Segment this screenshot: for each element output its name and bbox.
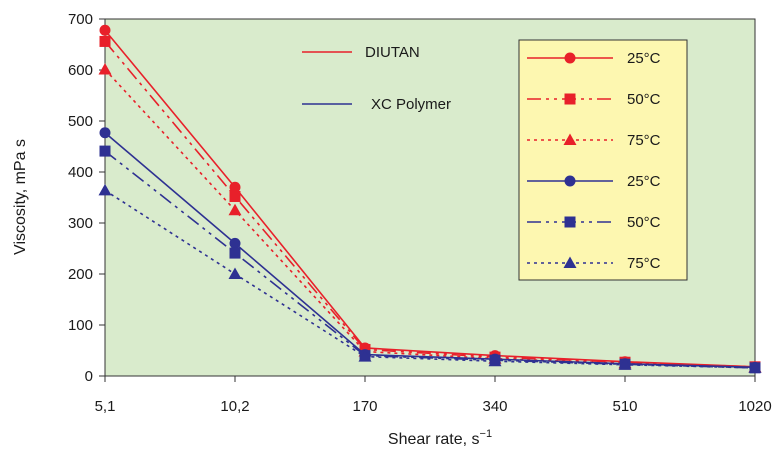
temperature-legend: 25°C 50°C 75°C 25°C 50°C 75°C: [518, 39, 688, 281]
temperature-legend-label: 50°C: [627, 91, 661, 108]
temperature-legend-label: 75°C: [627, 255, 661, 272]
x-tick-label: 510: [612, 398, 637, 415]
temperature-legend-marker: [563, 133, 577, 145]
x-axis-title: Shear rate, s−1: [388, 428, 492, 448]
y-tick-label: 700: [68, 11, 93, 28]
x-axis-title-text: Shear rate, s: [388, 431, 480, 448]
data-point: [358, 350, 372, 362]
fluid-legend-label: XC Polymer: [371, 96, 451, 113]
temperature-legend-marker: [564, 216, 576, 228]
data-point: [748, 361, 762, 373]
data-point: [618, 358, 632, 370]
temperature-legend-label: 75°C: [627, 132, 661, 149]
series-line: [104, 189, 756, 369]
temperature-legend-label: 25°C: [627, 173, 661, 190]
data-point: [99, 145, 111, 157]
fluid-legend-label: DIUTAN: [365, 44, 420, 61]
y-axis: 0 100 200 300 400 500 600 700: [68, 11, 105, 385]
x-tick-label: 170: [352, 398, 377, 415]
y-tick-label: 500: [68, 113, 93, 130]
x-tick-label: 5,1: [95, 398, 116, 415]
y-tick-label: 600: [68, 62, 93, 79]
temperature-legend-label: 50°C: [627, 214, 661, 231]
series-line: [104, 150, 756, 369]
data-point: [229, 237, 241, 249]
temperature-legend-marker: [563, 256, 577, 268]
data-point: [99, 35, 111, 47]
x-tick-label: 10,2: [220, 398, 249, 415]
data-point: [229, 190, 241, 202]
data-point: [99, 127, 111, 139]
data-point: [488, 354, 502, 367]
temperature-legend-marker: [564, 175, 576, 187]
temperature-legend-label: 25°C: [627, 50, 661, 67]
x-tick-label: 1020: [738, 398, 771, 415]
y-axis-title: Viscosity, mPa s: [12, 139, 29, 255]
y-tick-label: 0: [85, 368, 93, 385]
x-tick-label: 340: [482, 398, 507, 415]
series-line: [104, 132, 756, 369]
x-axis-title-exponent: −1: [480, 428, 493, 440]
temperature-legend-marker: [564, 93, 576, 105]
data-point: [229, 181, 241, 193]
series-line: [104, 40, 756, 368]
y-tick-label: 100: [68, 317, 93, 334]
temperature-legend-box: [518, 39, 688, 281]
series-layer: [98, 24, 762, 374]
data-point: [229, 247, 241, 259]
y-tick-label: 400: [68, 164, 93, 181]
y-tick-label: 300: [68, 215, 93, 232]
fluid-legend: DIUTAN XC Polymer: [302, 44, 451, 113]
series-xc-polymer-75c: [98, 183, 762, 373]
data-point: [99, 24, 111, 36]
data-point: [98, 62, 112, 75]
data-point: [98, 183, 112, 196]
x-axis: 5,1 10,2 170 340 510 1020: [95, 376, 772, 415]
y-tick-label: 200: [68, 266, 93, 283]
data-point: [228, 267, 242, 279]
data-point: [228, 203, 242, 216]
temperature-legend-marker: [564, 52, 576, 64]
